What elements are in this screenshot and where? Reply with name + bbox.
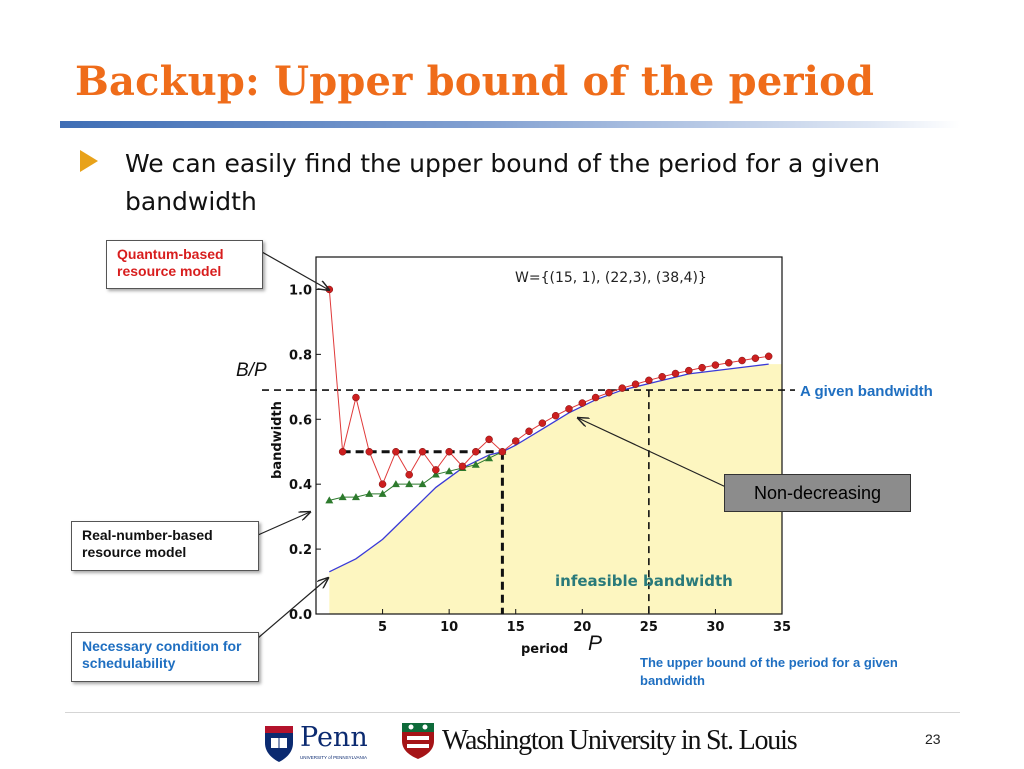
quantum-based-point xyxy=(432,466,440,474)
necessary-condition-callout: Necessary condition for schedulability xyxy=(71,632,259,682)
real-model-callout: Real-number-based resource model xyxy=(71,521,259,571)
quantum-based-point xyxy=(458,462,467,471)
real-number-point xyxy=(471,460,480,468)
real-number-point xyxy=(405,480,414,488)
penn-subtitle: UNIVERSITY of PENNSYLVANIA xyxy=(300,755,368,760)
real-number-point xyxy=(338,493,347,501)
bullet-text: We can easily find the upper bound of th… xyxy=(125,149,881,216)
upper-bound-label: The upper bound of the period for a give… xyxy=(640,655,898,688)
y-tick-label: 0.2 xyxy=(289,543,312,558)
quantum-based-point xyxy=(538,419,547,427)
wustl-shield-icon xyxy=(402,723,434,759)
real-number-point xyxy=(325,496,334,504)
x-tick-label: 15 xyxy=(507,620,525,635)
page-number: 23 xyxy=(925,731,941,747)
necessary-condition-line xyxy=(329,363,769,573)
quantum-based-point xyxy=(392,447,400,456)
quantum-based-point xyxy=(724,359,733,367)
quantum-based-point xyxy=(618,384,626,392)
y-tick-label: 0.0 xyxy=(289,608,312,623)
quantum-based-point xyxy=(378,480,387,488)
infeasible-bandwidth-label: infeasible bandwidth xyxy=(555,572,733,590)
quantum-based-point xyxy=(658,373,666,381)
quantum-based-point xyxy=(485,435,493,444)
penn-wordmark: Penn xyxy=(300,722,368,753)
real-number-line xyxy=(329,451,503,501)
real-number-point xyxy=(458,463,467,471)
real-number-point xyxy=(485,454,494,462)
bp-label: B/P xyxy=(236,360,267,381)
p-label: P xyxy=(588,632,603,655)
real-number-point xyxy=(391,480,400,488)
quantum-based-point xyxy=(565,405,573,413)
plot-frame xyxy=(315,256,783,615)
quantum-based-point xyxy=(445,447,453,456)
real-number-point xyxy=(378,489,387,497)
penn-shield-icon xyxy=(265,726,293,762)
non-decreasing-box: Non-decreasing xyxy=(724,474,911,512)
x-tick-label: 10 xyxy=(440,620,458,635)
y-tick-label: 0.4 xyxy=(289,478,312,493)
real-number-point xyxy=(418,480,427,488)
footer-rule xyxy=(65,712,960,713)
quantum-based-point xyxy=(525,427,533,436)
real-number-point xyxy=(445,467,454,475)
quantum-based-point xyxy=(751,354,760,363)
penn-logo: Penn UNIVERSITY of PENNSYLVANIA xyxy=(262,720,382,764)
non-decreasing-arrow xyxy=(578,418,729,489)
quantum-based-point xyxy=(645,376,653,385)
quantum-based-point xyxy=(698,363,706,372)
quantum-based-point xyxy=(418,447,427,456)
quantum-model-callout: Quantum-based resource model xyxy=(106,240,263,289)
quantum-based-point xyxy=(511,437,520,445)
quantum-based-point xyxy=(671,369,680,378)
quantum-based-point xyxy=(472,447,480,456)
quantum-based-point xyxy=(764,352,773,361)
quantum-callout-arrow xyxy=(261,251,329,290)
given-bandwidth-label: A given bandwidth xyxy=(800,383,933,400)
title-underline xyxy=(60,121,960,128)
y-axis-label: bandwidth xyxy=(270,401,285,479)
y-tick-label: 0.8 xyxy=(289,348,312,363)
real-number-point xyxy=(431,470,440,478)
real-number-point xyxy=(351,493,360,501)
quantum-based-line xyxy=(328,289,769,486)
quantum-based-point xyxy=(631,380,640,388)
quantum-based-point xyxy=(578,399,587,407)
quantum-based-point xyxy=(338,447,347,456)
quantum-based-point xyxy=(498,447,507,456)
y-tick-label: 0.6 xyxy=(289,413,312,428)
chart-annotation: W={(15, 1), (22,3), (38,4)} xyxy=(515,270,707,286)
quantum-based-point xyxy=(325,285,334,294)
x-tick-label: 30 xyxy=(706,620,724,635)
bullet-arrow-icon xyxy=(80,150,98,172)
real-number-point xyxy=(498,447,507,455)
x-axis-label: period xyxy=(521,642,568,657)
quantum-based-point xyxy=(711,361,720,369)
quantum-based-point xyxy=(685,366,693,375)
x-tick-label: 25 xyxy=(640,620,658,635)
wustl-logo: Washington University in St. Louis xyxy=(400,720,830,764)
y-tick-label: 1.0 xyxy=(289,283,312,298)
quantum-based-point xyxy=(352,393,360,402)
quantum-based-point xyxy=(405,471,413,479)
x-tick-label: 5 xyxy=(378,620,387,635)
necessary-callout-arrow xyxy=(257,578,328,639)
quantum-based-point xyxy=(591,393,600,402)
quantum-based-point xyxy=(738,356,746,365)
quantum-based-point xyxy=(365,447,374,456)
slide-title: Backup: Upper bound of the period xyxy=(75,58,875,105)
real-callout-arrow xyxy=(257,512,310,536)
real-number-point xyxy=(365,489,374,497)
quantum-based-point xyxy=(551,411,560,420)
x-tick-label: 35 xyxy=(773,620,791,635)
infeasible-region xyxy=(329,364,782,614)
quantum-based-point xyxy=(605,388,613,397)
wustl-wordmark: Washington University in St. Louis xyxy=(442,725,798,756)
